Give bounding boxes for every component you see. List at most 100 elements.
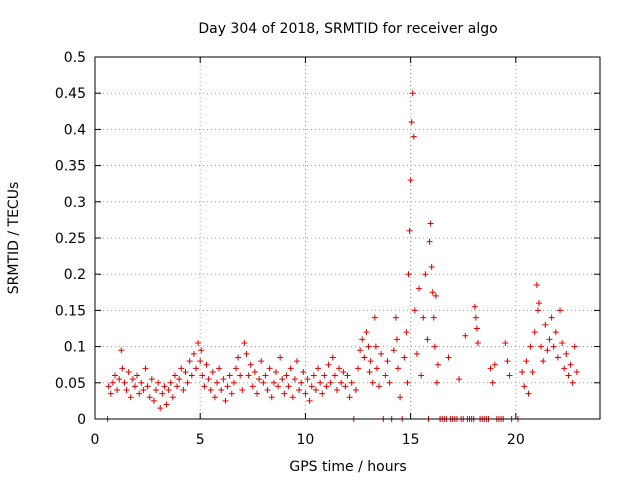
data-point (471, 303, 478, 310)
data-point (393, 336, 400, 343)
data-point (338, 379, 345, 386)
data-point (430, 314, 437, 321)
data-point (306, 397, 313, 404)
data-point (431, 343, 438, 350)
data-point (159, 390, 166, 397)
data-point (201, 383, 208, 390)
data-point (428, 263, 435, 270)
data-point (355, 365, 362, 372)
data-point (333, 387, 340, 394)
y-tick-label: 0.25 (55, 231, 86, 247)
data-point (142, 365, 149, 372)
data-point (384, 358, 391, 365)
x-axis-label: GPS time / hours (289, 459, 406, 475)
data-point (302, 390, 309, 397)
data-point (409, 90, 416, 97)
data-point (331, 372, 338, 379)
data-point (304, 376, 311, 383)
data-point (573, 368, 580, 375)
data-point (373, 365, 380, 372)
data-point (249, 383, 256, 390)
data-point (456, 376, 463, 383)
data-point (336, 365, 343, 372)
data-point (533, 282, 540, 289)
data-point (552, 329, 559, 336)
data-point (118, 347, 125, 354)
data-point (262, 372, 269, 379)
data-point (296, 387, 303, 394)
data-point (489, 379, 496, 386)
data-point (422, 271, 429, 278)
data-point (491, 361, 498, 368)
data-point (180, 387, 187, 394)
data-point (131, 383, 138, 390)
data-point (359, 336, 366, 343)
data-point (287, 365, 294, 372)
data-point (186, 358, 193, 365)
data-point (165, 387, 172, 394)
data-point (472, 314, 479, 321)
data-point (462, 332, 469, 339)
data-point (390, 347, 397, 354)
y-axis-label: SRMTID / TECUs (6, 182, 22, 295)
data-point (188, 372, 195, 379)
data-point (474, 339, 481, 346)
y-tick-label: 0 (77, 412, 86, 428)
plot-frame (94, 56, 601, 420)
data-point (116, 376, 123, 383)
data-point (197, 358, 204, 365)
data-point (502, 339, 509, 346)
chart-title: Day 304 of 2018, SRMTID for receiver alg… (198, 21, 497, 37)
data-point (214, 379, 221, 386)
data-point (294, 358, 300, 365)
data-point (203, 361, 210, 368)
data-point (266, 365, 273, 372)
data-point (285, 383, 292, 390)
data-point (546, 336, 553, 343)
data-point (557, 307, 564, 314)
y-tick-label: 0.45 (55, 86, 86, 102)
data-point (427, 220, 434, 227)
data-point (407, 177, 414, 184)
data-point (401, 354, 408, 361)
data-point (125, 368, 132, 375)
data-point (540, 358, 547, 365)
data-point (310, 372, 317, 379)
data-point (561, 365, 568, 372)
data-point (376, 383, 383, 390)
data-point (506, 372, 513, 379)
data-point (325, 361, 332, 368)
y-tick-label: 0.4 (64, 122, 86, 138)
data-point (243, 350, 250, 357)
data-point (211, 394, 218, 401)
data-point (527, 343, 534, 350)
data-point (148, 376, 155, 383)
data-point (127, 394, 134, 401)
data-point (167, 379, 174, 386)
data-point (140, 387, 147, 394)
y-tick-label: 0.2 (64, 267, 86, 283)
data-point (395, 365, 401, 372)
data-point (406, 227, 413, 234)
data-point (504, 358, 511, 365)
data-point (523, 358, 530, 365)
data-point (239, 387, 246, 394)
data-point (535, 300, 542, 307)
data-point (237, 372, 244, 379)
data-point (544, 347, 551, 354)
data-point (565, 372, 572, 379)
data-point (386, 379, 393, 386)
data-point (531, 329, 538, 336)
data-point (554, 354, 561, 361)
data-point (571, 343, 578, 350)
data-point (410, 133, 417, 140)
data-point (272, 368, 279, 375)
data-point (298, 379, 305, 386)
data-point (254, 390, 261, 397)
data-point (153, 387, 160, 394)
data-point (198, 347, 205, 354)
data-point (178, 365, 185, 372)
data-point (548, 314, 555, 321)
data-point (317, 379, 324, 386)
data-point (232, 365, 239, 372)
